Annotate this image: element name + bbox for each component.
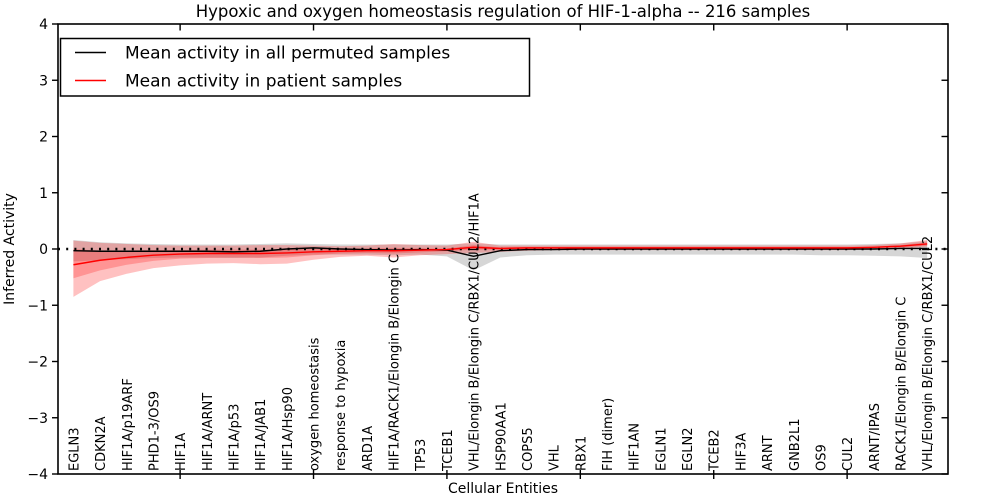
- x-tick-label: oxygen homeostasis: [308, 337, 323, 471]
- y-tick-label: −2: [27, 355, 48, 371]
- y-tick-label: 3: [39, 73, 48, 89]
- x-tick-label: RACK1/Elongin B/Elongin C: [894, 297, 909, 471]
- x-tick-label: HIF1A/RACK1/Elongin B/Elongin C: [388, 254, 403, 471]
- legend-label-patient: Mean activity in patient samples: [125, 72, 402, 92]
- x-tick-label: VHL/Elongin B/Elongin C/RBX1/CUL2/HIF1A: [468, 193, 483, 471]
- legend: Mean activity in all permuted samples Me…: [59, 37, 531, 97]
- x-tick-label: COPS5: [521, 427, 536, 471]
- x-tick-label: RBX1: [574, 436, 589, 471]
- x-tick-label: HIF1A: [174, 433, 189, 471]
- x-tick-label: response to hypoxia: [334, 340, 349, 471]
- x-tick-label: HIF1A/JAB1: [254, 399, 269, 471]
- x-tick-label: HIF1AN: [628, 423, 643, 471]
- x-tick-label: VHL/Elongin B/Elongin C/RBX1/CUL2: [921, 236, 936, 471]
- x-tick-label: ARD1A: [361, 426, 376, 471]
- y-tick-label: 1: [39, 186, 48, 202]
- x-tick-label: ARNT/IPAS: [868, 403, 883, 471]
- y-tick-label: −1: [27, 298, 48, 314]
- x-tick-label: CDKN2A: [94, 416, 109, 471]
- patient-inner-band: [73, 242, 928, 279]
- y-tick-label: 2: [39, 130, 48, 146]
- x-tick-label: EGLN3: [67, 427, 82, 471]
- x-tick-label: HSP90AA1: [494, 402, 509, 471]
- x-tick-label: HIF1A/p19ARF: [121, 378, 136, 471]
- x-tick-label: TCEB2: [708, 429, 723, 472]
- x-tick-label: TP53: [414, 439, 429, 472]
- x-tick-label: PHD1-3/OS9: [147, 391, 162, 471]
- y-tick-labels-layer: −4 −3 −2 −1 0 1 2 3 4: [27, 17, 48, 483]
- x-axis-label: Cellular Entities: [448, 481, 558, 497]
- x-tick-label: ARNT: [761, 435, 776, 471]
- patient-mean-line: [73, 243, 928, 266]
- x-tick-label: HIF1A/ARNT: [201, 393, 216, 471]
- y-tick-label: 0: [39, 242, 48, 258]
- x-tick-label: HIF1A/Hsp90: [281, 387, 296, 471]
- x-tick-label: EGLN1: [654, 427, 669, 471]
- y-tick-label: −3: [27, 411, 48, 427]
- permuted-mean-line: [73, 247, 928, 258]
- y-tick-label: 4: [39, 17, 48, 33]
- x-tick-labels-layer: EGLN3 CDKN2A HIF1A/p19ARF PHD1-3/OS9 HIF1A HI…: [67, 193, 936, 472]
- x-tick-label: OS9: [814, 444, 829, 471]
- legend-label-permuted: Mean activity in all permuted samples: [125, 44, 450, 64]
- y-axis-label: Inferred Activity: [2, 193, 18, 305]
- axis-ticks-layer: [52, 23, 948, 479]
- x-tick-label: HIF1A/p53: [227, 404, 242, 471]
- x-tick-label: TCEB1: [441, 429, 456, 472]
- x-tick-label: EGLN2: [681, 427, 696, 471]
- x-tick-label: FIH (dimer): [601, 398, 616, 471]
- legend-box: [59, 37, 531, 97]
- x-tick-label: VHL: [548, 444, 563, 471]
- chart-title: Hypoxic and oxygen homeostasis regulatio…: [196, 2, 811, 21]
- y-tick-label: −4: [27, 467, 48, 483]
- x-tick-label: HIF3A: [734, 433, 749, 471]
- series-lines-layer: [58, 243, 948, 266]
- x-tick-label: GNB2L1: [788, 418, 803, 471]
- x-tick-label: CUL2: [841, 437, 856, 471]
- patient-outer-band: [73, 240, 928, 297]
